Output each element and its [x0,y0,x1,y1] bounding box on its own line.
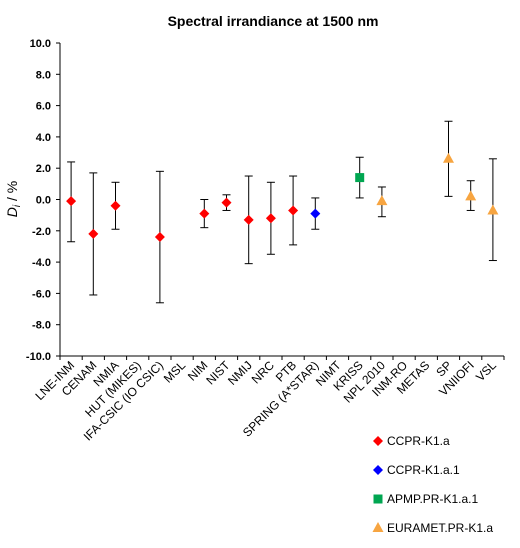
x-category-label: NRC [249,358,278,387]
data-point [376,195,388,206]
x-category-label: VSL [473,358,499,384]
data-point [443,152,454,163]
y-tick-label: 8.0 [36,69,51,81]
y-axis-label-sub: i [12,204,23,207]
data-point [66,196,77,207]
data-point [487,204,499,215]
data-point [221,197,232,208]
data-point [288,205,299,216]
data-point [110,200,121,211]
data-point [88,228,99,239]
data-point [310,208,321,219]
data-point [265,213,276,224]
y-tick-label: -6.0 [32,288,51,300]
x-category-label: NMIJ [225,358,255,388]
y-axis-label: Di / % [4,181,23,217]
legend-marker [373,494,383,504]
data-point [465,190,477,201]
y-tick-label: 10.0 [30,38,51,50]
plot-area: -10.0 -8.0 -6.0 -4.0 -2.0 0.0 2.0 4.0 6.0 8.0 10.0… [26,38,505,444]
legend-label: CCPR-K1.a.1 [387,463,460,477]
y-tick-label: -8.0 [32,320,51,332]
legend-marker [372,522,384,532]
y-tick-label: -10.0 [26,351,51,363]
y-tick-label: -4.0 [32,257,51,269]
data-point [355,173,365,183]
y-tick-label: 4.0 [36,132,51,144]
y-axis-label-rest: / % [4,181,20,205]
y-axis-label-main: D [4,207,20,217]
legend-label: APMP.PR-K1.a.1 [387,492,478,506]
data-point [243,214,254,225]
x-category-label: MSL [161,358,189,386]
data-point [154,232,165,243]
y-tick-label: 2.0 [36,163,51,175]
y-tick-label: 6.0 [36,101,51,113]
legend: CCPR-K1.a CCPR-K1.a.1 APMP.PR-K1.a.1 EURAME… [372,434,493,535]
legend-label: EURAMET.PR-K1.a [387,521,493,535]
legend-label: CCPR-K1.a [387,434,450,448]
legend-marker [373,436,383,446]
chart-title: Spectral irrandiance at 1500 nm [168,13,379,29]
x-category-label: NIST [203,358,233,388]
y-tick-label: 0.0 [36,195,51,207]
legend-marker [373,465,383,475]
y-tick-label: -2.0 [32,226,51,238]
data-point [199,208,210,219]
